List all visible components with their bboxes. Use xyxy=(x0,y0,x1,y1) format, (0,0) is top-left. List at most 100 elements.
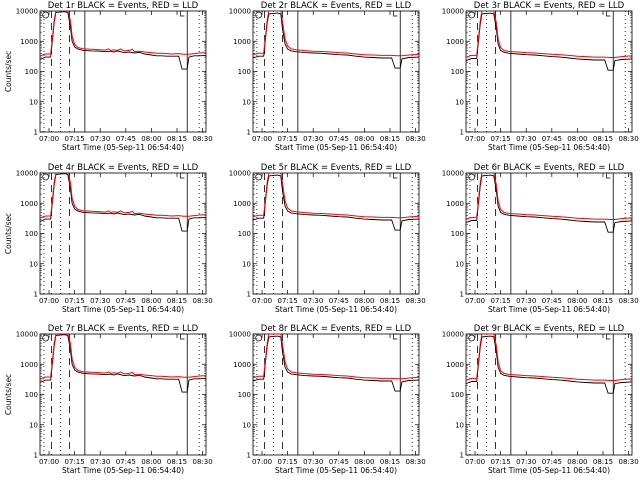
circle-marker xyxy=(42,11,49,19)
x-tick-label: 07:15 xyxy=(65,458,85,466)
panel-title: Det 7r BLACK = Events, RED = LLD xyxy=(48,324,199,334)
circle-marker xyxy=(468,334,475,342)
plot-frame xyxy=(465,172,633,295)
x-tick-label: 08:15 xyxy=(167,458,187,466)
bracket-marker xyxy=(393,333,398,340)
bracket-marker xyxy=(606,172,611,179)
lld-series-line xyxy=(466,11,632,58)
panel-title: Det 1r BLACK = Events, RED = LLD xyxy=(48,1,199,11)
x-tick-label: 07:00 xyxy=(252,297,272,305)
circle-marker xyxy=(255,11,262,19)
x-tick-label: 08:00 xyxy=(354,458,374,466)
y-tick-label: 1000 xyxy=(20,200,38,208)
events-series-line xyxy=(253,335,419,392)
plot-frame xyxy=(252,333,420,456)
x-tick-label: 08:00 xyxy=(567,135,587,143)
x-tick-label: 07:00 xyxy=(465,135,485,143)
y-tick-label: 10000 xyxy=(442,331,464,339)
y-tick-label: 10 xyxy=(29,98,38,106)
x-tick-label: 08:15 xyxy=(380,297,400,305)
x-tick-label: 07:30 xyxy=(516,297,536,305)
x-tick-label: 08:00 xyxy=(354,135,374,143)
x-tick-label: 07:00 xyxy=(39,135,59,143)
x-tick-label: 08:15 xyxy=(593,135,613,143)
plot-frame xyxy=(39,172,207,295)
y-tick-label: 1 xyxy=(34,129,38,137)
detector-panel: Det 1r BLACK = Events, RED = LLD 1 10 100 10… xyxy=(4,1,213,152)
y-tick-label: 10 xyxy=(455,98,464,106)
bracket-marker xyxy=(180,10,185,17)
x-tick-label: 07:45 xyxy=(542,297,562,305)
y-tick-label: 10 xyxy=(242,98,251,106)
x-tick-label: 07:30 xyxy=(90,458,110,466)
events-series-line xyxy=(466,174,632,233)
panel-title: Det 6r BLACK = Events, RED = LLD xyxy=(474,163,625,173)
y-tick-label: 1 xyxy=(247,291,251,299)
events-series-line xyxy=(40,334,206,393)
y-tick-label: 10 xyxy=(242,260,251,268)
bracket-marker xyxy=(606,333,611,340)
x-tick-label: 08:30 xyxy=(192,135,212,143)
x-tick-label: 07:15 xyxy=(491,458,511,466)
x-tick-label: 08:30 xyxy=(192,297,212,305)
y-tick-label: 1000 xyxy=(446,361,464,369)
x-tick-label: 08:00 xyxy=(141,458,161,466)
y-tick-label: 100 xyxy=(451,230,464,238)
x-axis-label: Start Time (05-Sep-11 06:54:40) xyxy=(488,143,610,152)
y-axis-label: Counts/sec xyxy=(4,374,13,415)
x-tick-label: 07:15 xyxy=(491,135,511,143)
y-tick-label: 10000 xyxy=(229,8,251,16)
panel-title: Det 9r BLACK = Events, RED = LLD xyxy=(474,324,625,334)
lld-series-line xyxy=(253,334,419,380)
lld-series-line xyxy=(466,173,632,220)
events-series-line xyxy=(40,11,206,70)
x-tick-label: 07:30 xyxy=(516,135,536,143)
x-tick-label: 08:00 xyxy=(567,297,587,305)
panel-title: Det 3r BLACK = Events, RED = LLD xyxy=(474,1,625,11)
y-tick-label: 1 xyxy=(460,129,464,137)
x-tick-label: 07:45 xyxy=(116,297,136,305)
y-tick-label: 10 xyxy=(29,421,38,429)
bracket-marker xyxy=(606,10,611,17)
y-tick-label: 10000 xyxy=(229,170,251,178)
y-tick-label: 100 xyxy=(25,230,38,238)
y-tick-label: 10 xyxy=(455,421,464,429)
x-tick-label: 08:15 xyxy=(167,135,187,143)
x-tick-label: 07:30 xyxy=(516,458,536,466)
x-tick-label: 07:45 xyxy=(542,135,562,143)
x-tick-label: 08:30 xyxy=(405,135,425,143)
x-tick-label: 07:45 xyxy=(116,135,136,143)
events-series-line xyxy=(466,12,632,71)
y-tick-label: 10000 xyxy=(16,170,38,178)
bracket-marker xyxy=(180,333,185,340)
x-tick-label: 07:00 xyxy=(252,458,272,466)
y-tick-label: 10000 xyxy=(442,170,464,178)
x-tick-label: 07:00 xyxy=(39,458,59,466)
detector-panel: Det 3r BLACK = Events, RED = LLD 1 10 100 10… xyxy=(442,1,639,152)
lld-series-line xyxy=(253,11,419,57)
x-tick-label: 08:30 xyxy=(618,458,638,466)
bracket-marker xyxy=(393,10,398,17)
detector-panel: Det 9r BLACK = Events, RED = LLD 1 10 100 10… xyxy=(442,324,639,475)
circle-marker xyxy=(468,11,475,19)
x-tick-label: 07:45 xyxy=(329,135,349,143)
x-axis-label: Start Time (05-Sep-11 06:54:40) xyxy=(275,305,397,314)
x-tick-label: 07:00 xyxy=(252,135,272,143)
y-tick-label: 100 xyxy=(238,68,251,76)
detector-panel: Det 5r BLACK = Events, RED = LLD 1 10 100 10… xyxy=(229,163,426,314)
events-series-line xyxy=(40,173,206,232)
y-tick-label: 1000 xyxy=(233,200,251,208)
y-tick-label: 1000 xyxy=(20,361,38,369)
y-tick-label: 100 xyxy=(451,68,464,76)
y-tick-label: 1000 xyxy=(446,38,464,46)
panel-title: Det 4r BLACK = Events, RED = LLD xyxy=(48,163,199,173)
x-tick-label: 07:30 xyxy=(90,297,110,305)
x-tick-label: 08:15 xyxy=(380,135,400,143)
lld-series-line xyxy=(40,11,206,57)
panel-title: Det 8r BLACK = Events, RED = LLD xyxy=(261,324,412,334)
y-tick-label: 1 xyxy=(460,291,464,299)
y-tick-label: 10000 xyxy=(442,8,464,16)
plot-frame xyxy=(39,333,207,456)
detector-panel: Det 4r BLACK = Events, RED = LLD 1 10 100 10… xyxy=(4,163,213,314)
